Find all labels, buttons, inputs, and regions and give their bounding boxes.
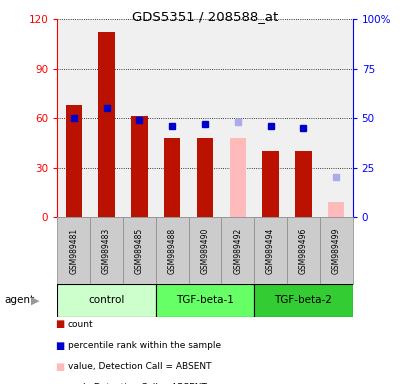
Text: GSM989481: GSM989481	[69, 227, 78, 274]
Bar	[286, 217, 319, 284]
Text: GDS5351 / 208588_at: GDS5351 / 208588_at	[132, 10, 277, 23]
Bar	[123, 217, 155, 284]
Bar	[229, 138, 245, 217]
Text: ■: ■	[55, 362, 65, 372]
Bar	[98, 32, 115, 217]
Text: agent: agent	[4, 295, 34, 306]
Bar	[131, 116, 147, 217]
Bar	[188, 217, 221, 284]
Bar	[254, 284, 352, 317]
Text: GSM989490: GSM989490	[200, 227, 209, 274]
Bar	[155, 217, 188, 284]
Text: GSM989492: GSM989492	[233, 227, 242, 274]
Bar	[90, 217, 123, 284]
Bar	[319, 217, 352, 284]
Bar	[196, 138, 213, 217]
Bar	[221, 217, 254, 284]
Text: ■: ■	[55, 319, 65, 329]
Bar	[57, 217, 90, 284]
Bar	[65, 105, 82, 217]
Text: GSM989496: GSM989496	[298, 227, 307, 274]
Bar	[164, 138, 180, 217]
Text: ▶: ▶	[31, 295, 39, 306]
Bar	[327, 202, 344, 217]
Bar	[155, 284, 254, 317]
Text: TGF-beta-2: TGF-beta-2	[274, 295, 332, 306]
Text: value, Detection Call = ABSENT: value, Detection Call = ABSENT	[67, 362, 211, 371]
Text: GSM989483: GSM989483	[102, 227, 111, 274]
Text: ■: ■	[55, 341, 65, 351]
Text: GSM989494: GSM989494	[265, 227, 274, 274]
Bar	[254, 217, 286, 284]
Text: rank, Detection Call = ABSENT: rank, Detection Call = ABSENT	[67, 383, 206, 384]
Text: count: count	[67, 320, 93, 329]
Text: GSM989488: GSM989488	[167, 227, 176, 274]
Text: control: control	[88, 295, 124, 306]
Bar	[57, 284, 155, 317]
Bar	[294, 151, 311, 217]
Text: GSM989499: GSM989499	[331, 227, 340, 274]
Text: GSM989485: GSM989485	[135, 227, 144, 274]
Text: ■: ■	[55, 383, 65, 384]
Text: percentile rank within the sample: percentile rank within the sample	[67, 341, 220, 350]
Text: TGF-beta-1: TGF-beta-1	[175, 295, 234, 306]
Bar	[262, 151, 278, 217]
